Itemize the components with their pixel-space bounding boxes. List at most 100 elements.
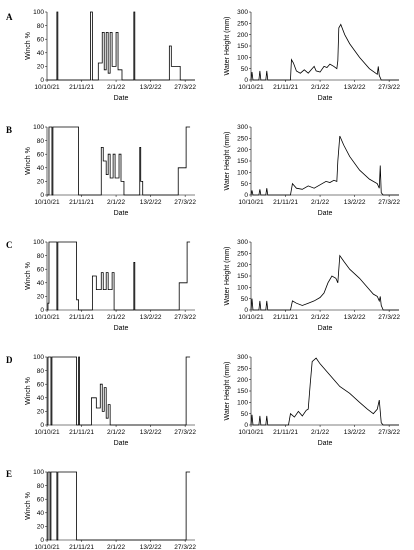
series-line [250,23,399,81]
series-line [250,135,399,196]
y-tick-label: 250 [237,21,248,28]
y-tick-label: 100 [33,239,44,246]
panel-letter: C [6,240,13,250]
x-tick-label: 10/10/21 [34,429,60,436]
y-axis-title: Water Height (mm) [224,247,231,306]
y-tick-label: 20 [37,294,45,301]
series-line [47,356,191,426]
y-tick-label: 0 [40,307,44,314]
x-tick-label: 2/1/22 [107,314,125,321]
y-tick-label: 40 [37,280,45,287]
x-tick-label: 21/11/21 [69,84,94,91]
y-tick-label: 80 [37,253,45,260]
y-tick-label: 200 [237,262,248,269]
x-tick-label: 27/3/22 [378,429,400,436]
x-tick-label: 27/3/22 [174,314,196,321]
x-tick-label: 13/2/22 [344,314,366,321]
series-line [47,471,191,541]
panel-letter: A [6,12,13,22]
y-tick-label: 250 [237,136,248,143]
y-tick-label: 80 [37,138,45,145]
x-tick-label: 21/11/21 [273,199,298,206]
y-tick-label: 100 [33,354,44,361]
y-tick-label: 40 [37,510,45,517]
x-tick-label: 13/2/22 [140,544,162,550]
x-axis-title: Date [114,325,129,332]
y-tick-label: 300 [237,239,248,246]
panel-letter: E [6,469,12,479]
x-tick-label: 10/10/21 [238,314,264,321]
y-tick-label: 20 [37,524,45,531]
x-tick-label: 27/3/22 [378,84,400,91]
y-tick-label: 0 [244,307,248,314]
y-tick-label: 60 [37,36,45,43]
y-tick-label: 100 [237,400,248,407]
y-tick-label: 300 [237,354,248,361]
y-tick-label: 0 [40,192,44,199]
x-tick-label: 10/10/21 [238,429,264,436]
y-tick-label: 100 [33,469,44,476]
x-tick-label: 13/2/22 [140,429,162,436]
x-tick-label: 2/1/22 [107,199,125,206]
x-tick-label: 10/10/21 [238,199,264,206]
panel-a-winch: A 0 20 40 60 80 100 10/10/21 21/11/21 2/1/22 13/2/… [6,9,196,102]
x-tick-label: 2/1/22 [107,84,125,91]
y-tick-label: 0 [244,77,248,84]
y-tick-label: 0 [40,422,44,429]
series-line [250,357,399,426]
y-tick-label: 250 [237,366,248,373]
y-tick-label: 50 [241,296,249,303]
x-tick-label: 10/10/21 [238,84,264,91]
x-tick-label: 2/1/22 [107,429,125,436]
y-tick-label: 40 [37,165,45,172]
x-tick-label: 13/2/22 [344,84,366,91]
panel-e-winch: E 0 20 40 60 80 100 10/10/21 21/11/21 2/1/22 13/2/… [6,469,196,550]
y-tick-label: 100 [33,9,44,16]
x-tick-label: 2/1/22 [107,544,125,550]
series-line [47,126,191,196]
y-tick-label: 0 [40,537,44,544]
y-axis-title: Water Height (mm) [224,17,231,76]
x-axis-title: Date [114,210,129,217]
y-tick-label: 150 [237,273,248,280]
panel-d-water-height: 0 50 100 150 200 250 300 10/10/21 21/11/21 2/1/22… [224,354,400,447]
x-tick-label: 21/11/21 [69,314,94,321]
y-tick-label: 50 [241,66,249,73]
y-tick-label: 40 [37,395,45,402]
panel-letter: B [6,125,12,135]
x-tick-label: 27/3/22 [174,544,196,550]
y-tick-label: 100 [237,55,248,62]
y-tick-label: 200 [237,377,248,384]
x-tick-label: 27/3/22 [378,314,400,321]
y-tick-label: 40 [37,50,45,57]
y-axis-title: Water Height (mm) [224,132,231,191]
y-tick-label: 20 [37,179,45,186]
y-tick-label: 80 [37,483,45,490]
y-axis-title: Winch % [25,262,32,290]
x-tick-label: 10/10/21 [34,544,60,550]
y-tick-label: 300 [237,9,248,16]
x-tick-label: 21/11/21 [69,429,94,436]
y-tick-label: 150 [237,43,248,50]
y-tick-label: 200 [237,147,248,154]
y-tick-label: 60 [37,266,45,273]
y-tick-label: 150 [237,388,248,395]
x-tick-label: 2/1/22 [311,84,329,91]
x-axis-title: Date [114,95,129,102]
x-tick-label: 21/11/21 [273,429,298,436]
x-axis-title: Date [318,325,333,332]
y-tick-label: 300 [237,124,248,131]
x-tick-label: 2/1/22 [311,429,329,436]
panel-a-water-height: 0 50 100 150 200 250 300 10/10/21 21/11/21 2/1/22… [224,9,400,102]
y-axis-title: Winch % [25,32,32,60]
series-line [250,254,399,311]
panel-letter: D [6,355,13,365]
x-tick-label: 21/11/21 [273,84,298,91]
y-tick-label: 60 [37,151,45,158]
y-tick-label: 100 [237,285,248,292]
y-axis-title: Winch % [25,147,32,175]
panel-c-water-height: 0 50 100 150 200 250 300 10/10/21 21/11/21 2/1/22… [224,239,400,332]
x-tick-label: 13/2/22 [140,84,162,91]
x-tick-label: 27/3/22 [174,199,196,206]
